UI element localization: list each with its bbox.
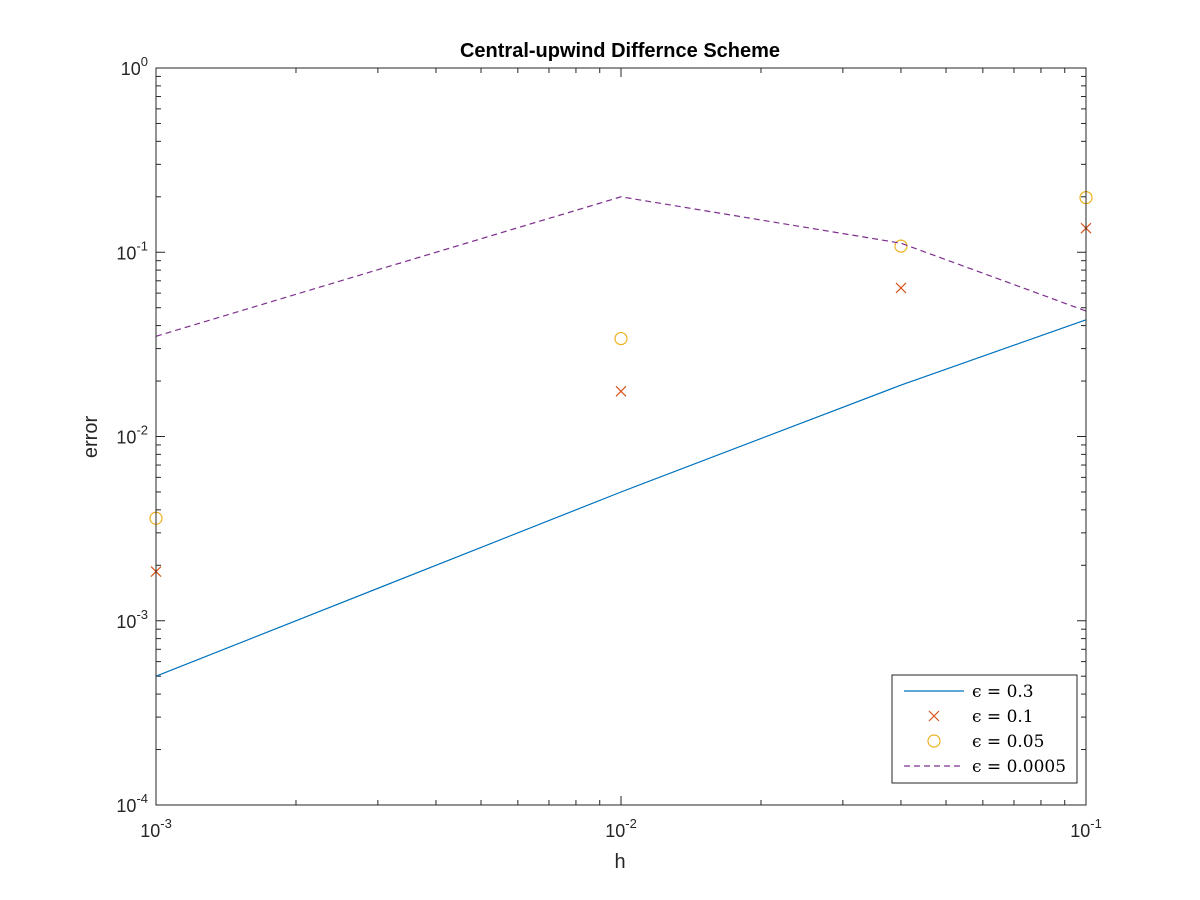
series-1: [155, 319, 1087, 677]
data-point-x: [895, 282, 907, 294]
y-tick-labels: 10-4 10-3 10-2 10-1 100: [116, 54, 148, 816]
legend-item: ϵ = 0.05: [927, 732, 1044, 752]
legend-label: ϵ = 0.0005: [972, 757, 1066, 777]
legend-label: ϵ = 0.05: [972, 732, 1044, 752]
legend: ϵ = 0.3 ϵ = 0.1 ϵ = 0.05 ϵ = 0.0005: [891, 674, 1078, 784]
minor-ticks: [156, 68, 1086, 805]
data-point-o: [894, 239, 908, 253]
x-axis-label: h: [614, 851, 625, 873]
y-axis-label: error: [80, 416, 102, 459]
legend-box: [891, 674, 1078, 784]
y-tick-label: 100: [121, 54, 148, 79]
x-tick-label: 10-1: [1070, 816, 1102, 841]
y-tick-label: 10-1: [116, 238, 148, 263]
legend-x-swatch: [928, 710, 940, 722]
x-tick-label: 10-3: [140, 816, 172, 841]
y-tick-label: 10-2: [116, 423, 148, 448]
data-point-o: [614, 331, 628, 346]
x-tick-labels: 10-3 10-2 10-1: [140, 816, 1102, 841]
chart-title: Central-upwind Differnce Scheme: [460, 40, 780, 62]
legend-o-swatch: [927, 734, 941, 748]
data-point-x: [615, 385, 627, 397]
legend-item: ϵ = 0.0005: [904, 757, 1066, 777]
axes-box: [155, 67, 1087, 806]
series-4: [155, 196, 1087, 337]
series-line: [155, 196, 1087, 337]
y-tick-label: 10-4: [116, 791, 148, 816]
x-tick-label: 10-2: [605, 816, 637, 841]
legend-item: ϵ = 0.1: [928, 707, 1034, 727]
series-line: [155, 319, 1087, 677]
legend-item: ϵ = 0.3: [904, 682, 1034, 702]
y-tick-label: 10-3: [116, 607, 148, 632]
legend-label: ϵ = 0.1: [972, 707, 1034, 727]
legend-label: ϵ = 0.3: [972, 682, 1034, 702]
